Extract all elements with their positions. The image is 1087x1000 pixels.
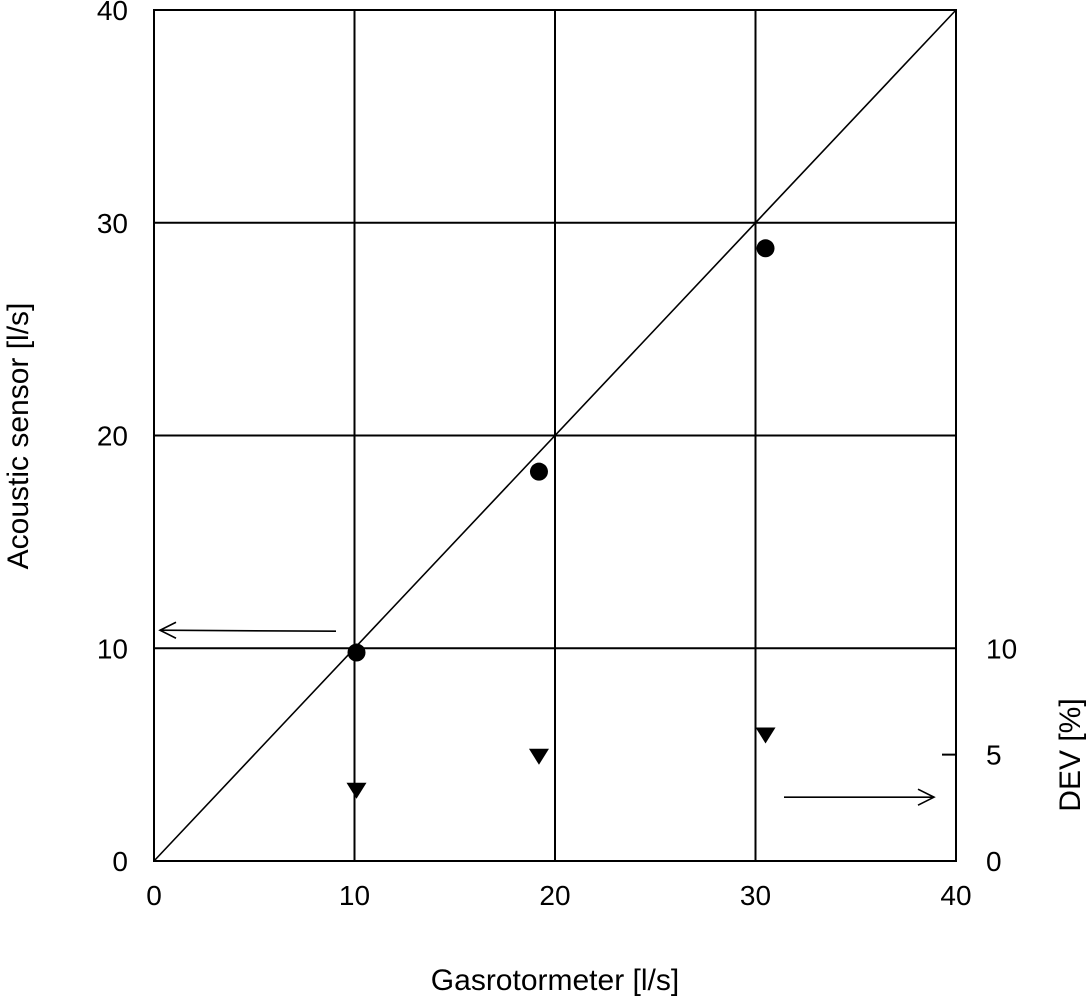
data-point-circle — [529, 462, 548, 481]
data-point-triangle — [528, 748, 549, 765]
y2-tick-label: 5 — [986, 740, 1002, 771]
y-tick-label: 40 — [97, 0, 128, 26]
tick-labels: 0 10 20 30 40 0 10 20 30 40 0 5 10 — [97, 0, 1017, 911]
x-tick-label: 10 — [339, 880, 370, 911]
annotation-arrows — [158, 621, 936, 806]
reference-line — [153, 9, 957, 862]
grid — [153, 9, 957, 862]
x-tick-label: 30 — [740, 880, 771, 911]
y-tick-label: 20 — [97, 421, 128, 452]
x-tick-label: 20 — [539, 880, 570, 911]
y-tick-label: 30 — [97, 208, 128, 239]
y-tick-label: 0 — [112, 846, 128, 877]
y2-tick-label: 10 — [986, 633, 1017, 664]
data-marks — [346, 239, 776, 799]
x-axis-label: Gasrotormeter [l/s] — [431, 964, 679, 997]
y-tick-label: 10 — [97, 633, 128, 664]
data-point-circle — [756, 239, 775, 258]
data-point-triangle — [346, 782, 367, 799]
y-axis-label: Acoustic sensor [l/s] — [2, 303, 35, 570]
arrow-to-left-axis — [159, 629, 337, 633]
x-tick-label: 0 — [146, 880, 162, 911]
x-tick-label: 40 — [940, 880, 971, 911]
arrow-head-left — [158, 621, 177, 639]
data-point-circle — [347, 643, 366, 662]
y2-axis-label: DEV [%] — [1054, 698, 1087, 811]
y2-tick-label: 0 — [986, 846, 1002, 877]
data-point-triangle — [755, 727, 776, 744]
arrow-head-right — [917, 788, 936, 806]
